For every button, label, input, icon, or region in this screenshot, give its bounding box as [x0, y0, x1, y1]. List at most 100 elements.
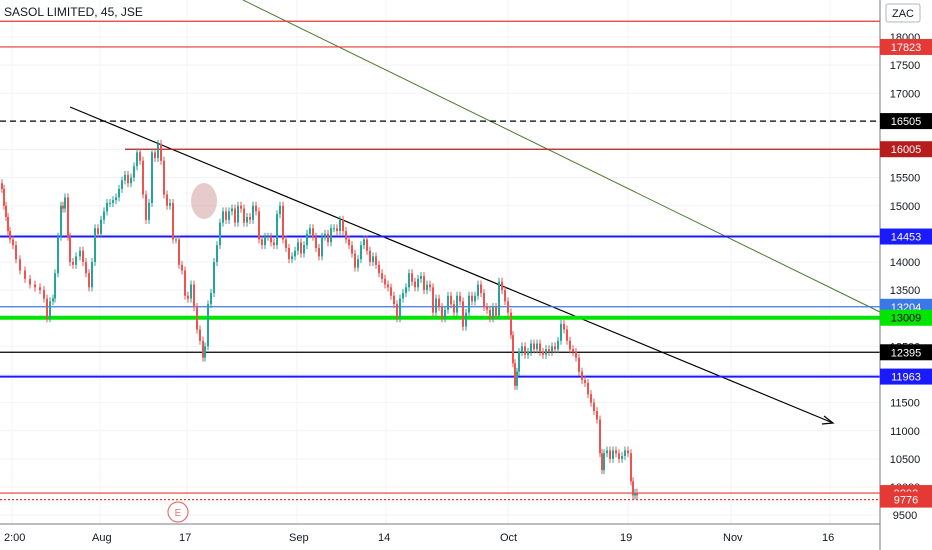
candle-body: [627, 450, 629, 454]
candle-body: [521, 346, 523, 352]
candle-body: [518, 352, 520, 372]
candle-body: [634, 492, 636, 496]
candle-body: [609, 450, 611, 459]
x-tick-label: 17: [179, 532, 191, 544]
candle-body: [351, 245, 353, 254]
level-label: 13009: [891, 313, 922, 325]
candle-body: [1, 183, 3, 189]
candle-body: [157, 143, 159, 158]
candle-body: [462, 301, 464, 327]
candle-body: [243, 208, 245, 223]
candle-body: [240, 205, 242, 209]
x-tick-label: Aug: [92, 532, 112, 544]
candle-body: [234, 208, 236, 223]
candle-body: [471, 295, 473, 302]
candle-body: [187, 295, 189, 299]
candle-body: [636, 492, 638, 496]
candle-body: [246, 217, 248, 223]
candle-body: [204, 346, 206, 358]
candle-body: [202, 340, 204, 358]
candle-body: [590, 394, 592, 403]
candle-body: [429, 284, 431, 288]
candle-body: [225, 211, 227, 220]
y-tick-label: 10500: [890, 454, 921, 466]
candle-body: [133, 166, 135, 178]
candle-body: [396, 304, 398, 319]
currency-badge[interactable]: ZAC: [885, 3, 921, 23]
level-price-labels: 1782316505160051445313204130091239511963…: [880, 38, 932, 508]
x-tick-label: 19: [620, 532, 632, 544]
candle-body: [39, 287, 41, 291]
candle-body: [381, 273, 383, 279]
candle-body: [124, 174, 126, 181]
candle-body: [219, 222, 221, 246]
candle-body: [79, 250, 81, 257]
candle-body: [148, 202, 150, 220]
candle-body: [255, 205, 257, 212]
candle-body: [46, 298, 48, 319]
candle-body: [411, 273, 413, 282]
candle-body: [459, 295, 461, 302]
candle-body: [285, 239, 287, 248]
candle-body: [492, 307, 494, 319]
candle-body: [318, 247, 320, 257]
trendlines: [69, 0, 881, 425]
candle-body: [357, 259, 359, 268]
candle-body: [545, 349, 547, 355]
candle-body: [64, 197, 66, 209]
candle-body: [169, 202, 171, 206]
candle-body: [213, 262, 215, 293]
candle-body: [354, 253, 356, 268]
candle-body: [507, 301, 509, 313]
candle-body: [178, 239, 180, 265]
candle-body: [539, 343, 541, 352]
candle-body: [193, 284, 195, 307]
candle-body: [29, 278, 31, 285]
candle-body: [75, 256, 77, 265]
candle-body: [390, 287, 392, 296]
candle-body: [199, 329, 201, 341]
level-label: 16505: [891, 116, 922, 128]
candle-body: [54, 273, 56, 299]
candle-body: [315, 236, 317, 248]
candle-body: [612, 450, 614, 459]
candle-body: [551, 346, 553, 352]
x-tick-label: Nov: [723, 532, 743, 544]
candle-body: [291, 256, 293, 260]
candle-body: [483, 292, 485, 307]
candle-body: [524, 346, 526, 355]
candle-body: [130, 177, 132, 184]
candle-body: [447, 295, 449, 310]
candle-body: [536, 343, 538, 350]
x-tick-label: 14: [378, 532, 390, 544]
candle-body: [309, 228, 311, 234]
y-tick-label: 14000: [890, 257, 921, 269]
earnings-event-marker[interactable]: E: [167, 501, 189, 523]
candle-body: [154, 152, 156, 158]
candle-body: [175, 239, 177, 241]
candle-body: [15, 245, 17, 260]
candle-body: [321, 236, 323, 257]
level-label: 12395: [891, 347, 922, 359]
y-tick-label: 11000: [890, 426, 920, 438]
candle-body: [279, 205, 281, 215]
level-label-bg: [880, 38, 932, 55]
candle-body: [342, 219, 344, 232]
candle-body: [417, 278, 419, 288]
candle-body: [477, 284, 479, 296]
candle-body: [231, 208, 233, 212]
price-series: [1, 139, 638, 500]
candle-body: [294, 250, 296, 257]
currency-badge-label: ZAC: [892, 8, 914, 20]
candle-body: [444, 309, 446, 319]
candle-body: [378, 264, 380, 274]
candle-body: [618, 453, 620, 459]
candle-body: [423, 276, 425, 291]
candle-body: [584, 380, 586, 383]
candle-body: [450, 295, 452, 305]
y-tick-label: 17000: [890, 88, 921, 100]
candle-body: [456, 295, 458, 313]
candle-body: [566, 329, 568, 341]
candle-body: [190, 284, 192, 299]
